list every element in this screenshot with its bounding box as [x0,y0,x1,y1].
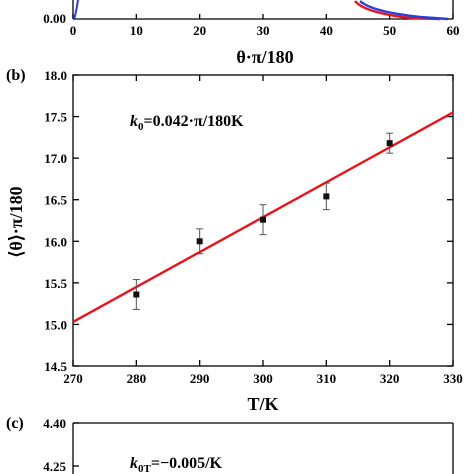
panel-b-y-tick-label: 15.5 [44,276,67,291]
panel-a-blue-curve [359,0,449,21]
panel-b-data-point [323,193,330,200]
panel-a-y-tick-label: 0.00 [43,11,66,26]
panel-a-x-tick-label: 50 [383,23,396,38]
panel-b-y-tick-label: 16.5 [44,193,67,208]
panel-b-x-tick-label: 290 [190,371,210,386]
panel-b-y-tick-label: 14.5 [44,359,67,374]
panel-b-annotation: k0=0.042·π/180K [130,113,244,133]
panel-c-annotation: k0T=−0.005/K [130,455,223,474]
panel-c-y-tick-label: 4.40 [43,416,66,431]
panel-a-x-tick-label: 30 [257,23,270,38]
panel-b-x-tick-label: 330 [443,371,463,386]
panel-b-x-tick-label: 270 [63,371,83,386]
panel-c-y-tick-label: 4.25 [43,459,66,474]
panel-a-x-tick-label: 0 [70,23,77,38]
panel-b-y-tick-label: 18.0 [44,68,67,83]
panel-b-data-point [133,291,140,298]
panel-a-x-tick-label: 60 [447,23,460,38]
panel-a-x-tick-label: 10 [130,23,143,38]
panel-b-x-tick-label: 300 [253,371,273,386]
panel-a-x-tick-label: 40 [320,23,333,38]
panel-a-x-tick-label: 20 [193,23,206,38]
panel-b-y-tick-label: 17.0 [44,151,67,166]
panel-b-x-tick-label: 280 [127,371,147,386]
panel-b-data-point [196,238,203,245]
panel-b-y-label: ⟨θ⟩·π/180 [6,186,26,257]
panel-b-x-tick-label: 310 [317,371,337,386]
panel-b-x-label: T/K [247,394,278,414]
panel-b-data-point [260,216,266,223]
panel-b-x-tick-label: 320 [380,371,400,386]
panel-b-data-point [386,140,393,147]
panel-b-label: (b) [6,67,26,84]
panel-a: 0 10 20 30 40 50 60 0.00 θ·π/180 [43,0,460,67]
panel-b-y-tick-label: 16.0 [44,234,67,249]
panel-c-label: (c) [6,415,24,432]
panel-a-x-label: θ·π/180 [236,47,293,67]
panel-a-blue-curve-start [73,0,79,20]
panel-c: (c) 4.40 4.25 k0T=−0.005/K [6,415,454,474]
panel-b-y-tick-label: 15.0 [44,317,67,332]
panel-a-red-curve [354,0,441,21]
panel-b: (b) 270 280 290 300 310 320 330 14.5 15.0 15.5 16… [6,67,463,414]
panel-b-y-tick-label: 17.5 [44,110,67,125]
